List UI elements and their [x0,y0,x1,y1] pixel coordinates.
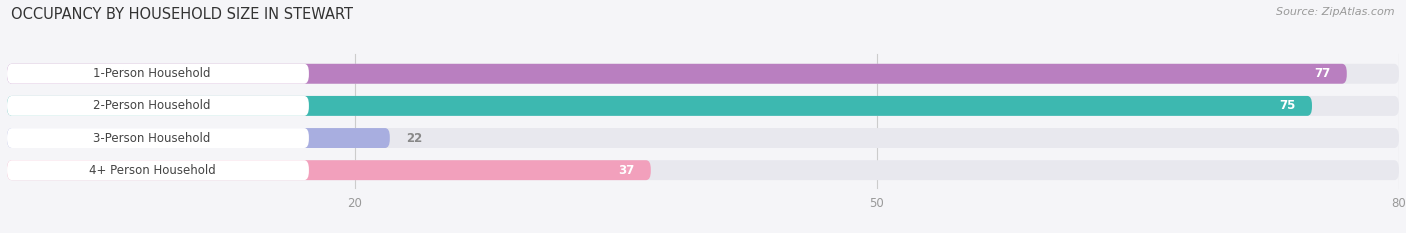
FancyBboxPatch shape [7,96,1399,116]
FancyBboxPatch shape [7,160,651,180]
Text: 1-Person Household: 1-Person Household [93,67,211,80]
Text: 4+ Person Household: 4+ Person Household [89,164,215,177]
FancyBboxPatch shape [7,128,1399,148]
Text: 37: 37 [617,164,634,177]
FancyBboxPatch shape [7,128,389,148]
Text: Source: ZipAtlas.com: Source: ZipAtlas.com [1277,7,1395,17]
FancyBboxPatch shape [7,64,1399,84]
Text: 75: 75 [1279,99,1295,112]
FancyBboxPatch shape [7,64,309,84]
Text: 77: 77 [1313,67,1330,80]
FancyBboxPatch shape [7,128,309,148]
FancyBboxPatch shape [7,96,309,116]
FancyBboxPatch shape [7,96,1312,116]
Text: 3-Person Household: 3-Person Household [93,132,211,144]
Text: OCCUPANCY BY HOUSEHOLD SIZE IN STEWART: OCCUPANCY BY HOUSEHOLD SIZE IN STEWART [11,7,353,22]
Text: 22: 22 [406,132,423,144]
FancyBboxPatch shape [7,160,1399,180]
FancyBboxPatch shape [7,160,309,180]
FancyBboxPatch shape [7,64,1347,84]
Text: 2-Person Household: 2-Person Household [93,99,211,112]
